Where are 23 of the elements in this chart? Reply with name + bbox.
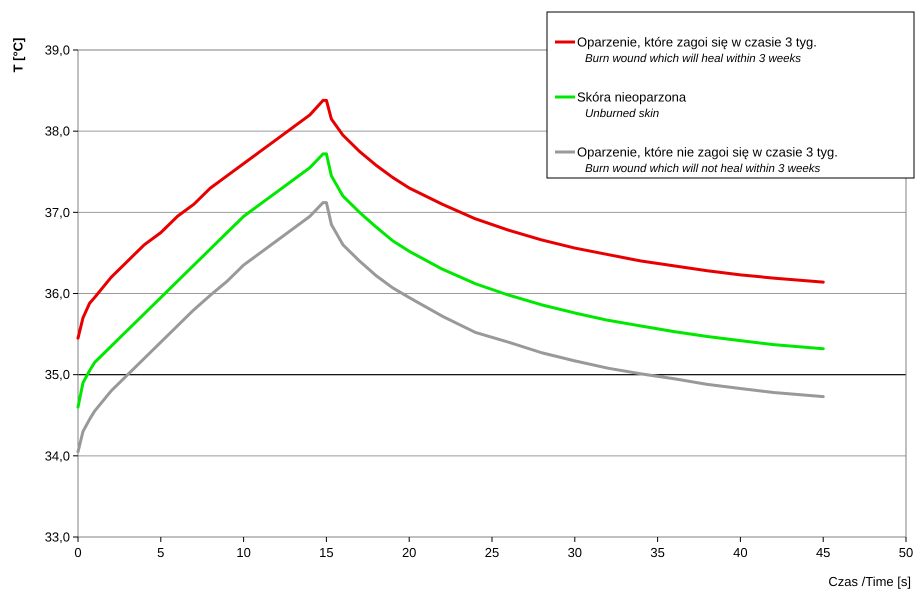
y-tick-label: 38,0 xyxy=(44,124,70,139)
x-axis-title: Czas /Time [s] xyxy=(828,574,911,589)
y-tick-label: 35,0 xyxy=(44,367,70,382)
y-tick-label: 39,0 xyxy=(44,42,70,58)
x-tick-label: 25 xyxy=(484,545,500,560)
x-tick-label: 5 xyxy=(157,545,164,560)
legend-label: Oparzenie, które nie zagoi się w czasie 3 tyg. Burn wound which will not heal within 3 weeks xyxy=(577,144,838,176)
x-tick-label: 45 xyxy=(816,545,830,560)
x-tick-label: 50 xyxy=(898,545,914,560)
x-tick-label: 20 xyxy=(402,545,416,560)
y-tick-label: 36,0 xyxy=(44,286,70,302)
y-axis-title: T [°C] xyxy=(10,38,26,72)
legend-label: Skóra nieoparzona Unburned skin xyxy=(577,90,687,120)
y-tick-label: 37,0 xyxy=(44,204,70,220)
legend-label: Oparzenie, które zagoi się w czasie 3 tyg. Burn wound which will heal within 3 weeks xyxy=(577,34,817,66)
y-tick-label: 33,0 xyxy=(44,530,70,545)
y-tick-label: 34,0 xyxy=(44,448,70,464)
x-tick-label: 40 xyxy=(733,545,748,560)
x-tick-label: 30 xyxy=(568,545,582,560)
x-tick-label: 15 xyxy=(319,545,334,560)
x-tick-label: 10 xyxy=(236,545,251,560)
x-tick-label: 0 xyxy=(74,545,82,560)
x-tick-label: 35 xyxy=(650,545,665,560)
